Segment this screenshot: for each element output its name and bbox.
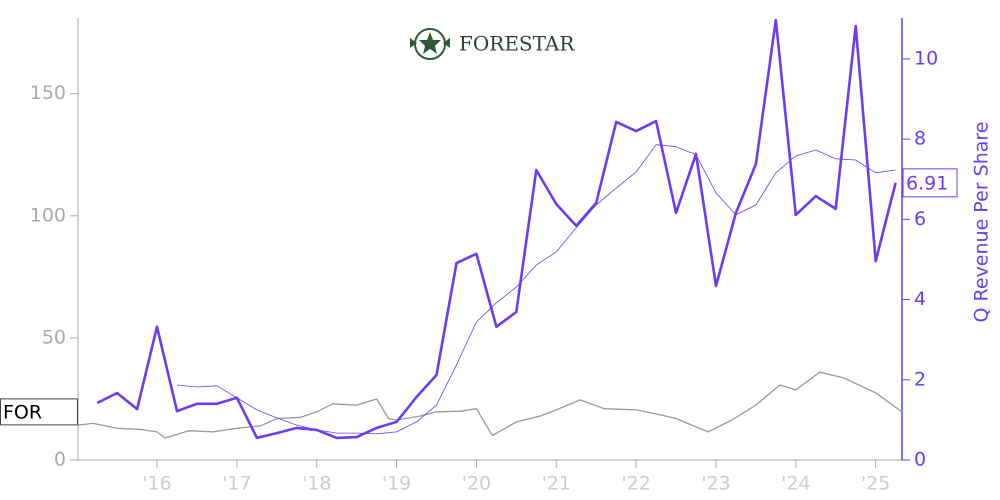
x-tick-label: '17: [222, 473, 251, 495]
y2-tick-label: 0: [914, 449, 926, 471]
x-tick-label: '23: [701, 473, 730, 495]
last-value-box: [902, 168, 958, 198]
y2-tick-label: 6: [914, 208, 926, 230]
y2-axis-label: Q Revenue Per Share: [971, 122, 993, 323]
x-tick-label: '24: [781, 473, 810, 495]
x-tick-label: '16: [142, 473, 171, 495]
logo: [410, 28, 450, 60]
y2-tick-label: 8: [914, 128, 926, 150]
last-value-label: 6.91: [906, 172, 948, 194]
y2-tick-label: 4: [914, 288, 926, 310]
ticker-label: FOR: [3, 401, 42, 423]
x-tick-label: '21: [542, 473, 571, 495]
x-tick-label: '22: [621, 473, 650, 495]
x-tick-label: '18: [302, 473, 331, 495]
logo-star: [419, 32, 441, 54]
x-tick-label: '25: [861, 473, 890, 495]
series-line: [96, 18, 897, 440]
x-tick-label: '20: [462, 473, 491, 495]
ticker-box: [0, 398, 78, 426]
chart-title: FORESTAR: [459, 32, 575, 56]
series-line: [176, 144, 896, 435]
y-tick-label: 0: [54, 449, 66, 471]
y-tick-label: 100: [30, 204, 66, 226]
series-line: [77, 371, 903, 439]
x-tick-label: '19: [382, 473, 411, 495]
y-tick-label: 150: [30, 82, 66, 104]
y2-tick-label: 2: [914, 368, 926, 390]
y2-tick-label: 10: [914, 47, 938, 69]
y-tick-label: 50: [42, 326, 66, 348]
